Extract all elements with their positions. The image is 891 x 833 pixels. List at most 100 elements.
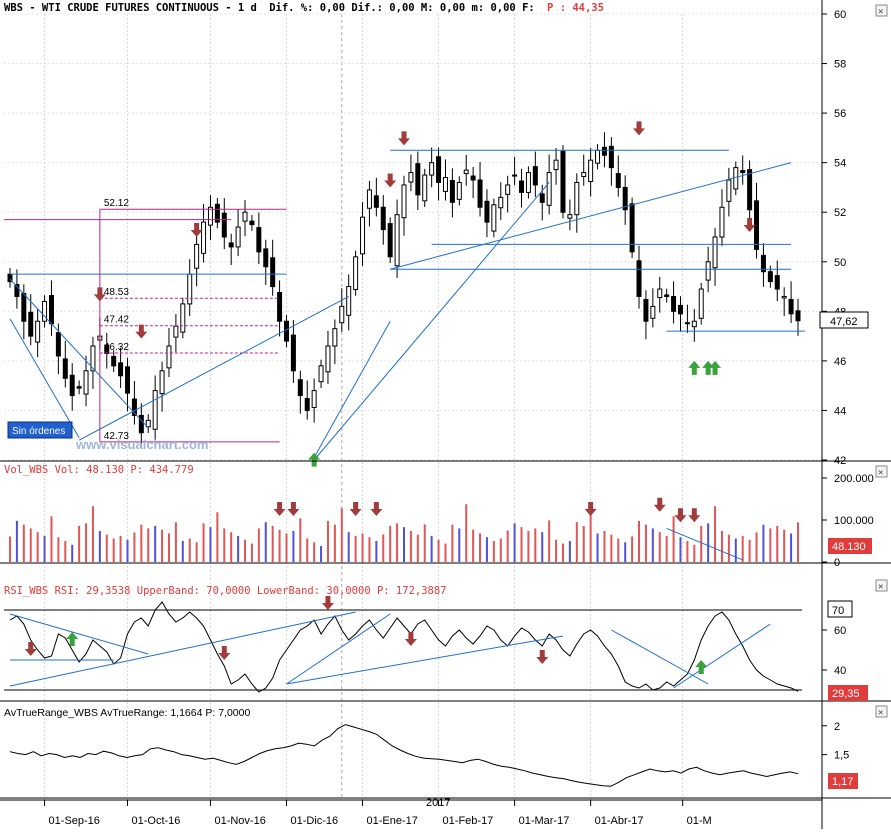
candle-body[interactable] bbox=[318, 365, 324, 383]
candle-body[interactable] bbox=[55, 332, 61, 357]
volume-bar[interactable] bbox=[271, 525, 274, 562]
volume-bar[interactable] bbox=[306, 538, 309, 562]
candle-body[interactable] bbox=[747, 169, 753, 211]
volume-bar[interactable] bbox=[299, 518, 302, 562]
candle-body[interactable] bbox=[657, 288, 663, 298]
candle-body[interactable] bbox=[415, 163, 421, 196]
candle-body[interactable] bbox=[48, 294, 54, 325]
volume-bar[interactable] bbox=[568, 541, 571, 562]
volume-bar[interactable] bbox=[368, 537, 371, 562]
volume-bar[interactable] bbox=[333, 524, 336, 562]
volume-bar[interactable] bbox=[727, 534, 730, 562]
volume-bar[interactable] bbox=[147, 528, 150, 562]
volume-bar[interactable] bbox=[320, 546, 323, 562]
volume-bar[interactable] bbox=[140, 524, 143, 562]
volume-bar[interactable] bbox=[797, 522, 799, 562]
volume-bar[interactable] bbox=[783, 529, 786, 562]
candle-body[interactable] bbox=[491, 204, 497, 232]
candle-body[interactable] bbox=[719, 206, 725, 238]
candle-body[interactable] bbox=[760, 254, 766, 273]
candle-body[interactable] bbox=[360, 216, 366, 255]
candle-body[interactable] bbox=[781, 295, 787, 299]
candle-body[interactable] bbox=[401, 184, 407, 219]
volume-bar[interactable] bbox=[181, 541, 184, 562]
candle-body[interactable] bbox=[353, 256, 359, 291]
volume-bar[interactable] bbox=[513, 523, 516, 562]
volume-bar[interactable] bbox=[223, 528, 226, 562]
volume-bar[interactable] bbox=[154, 525, 157, 562]
volume-bar[interactable] bbox=[237, 535, 240, 562]
candle-body[interactable] bbox=[125, 366, 131, 394]
candle-body[interactable] bbox=[35, 320, 41, 343]
volume-bar[interactable] bbox=[582, 525, 585, 562]
candle-body[interactable] bbox=[684, 322, 690, 325]
volume-bar[interactable] bbox=[651, 528, 654, 562]
candle-body[interactable] bbox=[442, 177, 448, 192]
candle-body[interactable] bbox=[290, 334, 296, 372]
pane-close-button[interactable] bbox=[875, 705, 888, 718]
volume-bar[interactable] bbox=[126, 539, 129, 562]
candle-body[interactable] bbox=[498, 196, 504, 209]
falling-channel-lower[interactable] bbox=[9, 318, 80, 438]
candle-body[interactable] bbox=[608, 145, 614, 169]
volume-bar[interactable] bbox=[78, 525, 81, 562]
volume-bar[interactable] bbox=[361, 533, 364, 562]
rsi-trendline[interactable] bbox=[286, 635, 564, 685]
volume-bar[interactable] bbox=[36, 532, 39, 562]
volume-bar[interactable] bbox=[769, 528, 772, 562]
candle-body[interactable] bbox=[145, 419, 151, 428]
candle-body[interactable] bbox=[21, 292, 27, 322]
rsi-trendline[interactable] bbox=[9, 611, 356, 687]
candle-body[interactable] bbox=[373, 195, 379, 208]
pane-close-button[interactable] bbox=[875, 465, 888, 478]
atr-pane[interactable] bbox=[9, 724, 799, 787]
volume-bar[interactable] bbox=[561, 543, 564, 562]
volume-bar[interactable] bbox=[85, 523, 88, 562]
close-icon[interactable]: ✕ bbox=[878, 708, 883, 718]
candle-body[interactable] bbox=[76, 386, 82, 389]
candle-body[interactable] bbox=[194, 243, 200, 269]
candle-body[interactable] bbox=[394, 214, 400, 267]
candle-body[interactable] bbox=[767, 271, 773, 283]
volume-pane[interactable] bbox=[9, 497, 799, 562]
candle-body[interactable] bbox=[525, 172, 531, 193]
candle-body[interactable] bbox=[311, 390, 317, 408]
volume-bar[interactable] bbox=[43, 535, 46, 562]
volume-bar[interactable] bbox=[741, 535, 744, 562]
volume-bar[interactable] bbox=[161, 529, 164, 562]
volume-bar[interactable] bbox=[285, 533, 288, 562]
candle-body[interactable] bbox=[339, 305, 345, 324]
volume-bar[interactable] bbox=[555, 539, 558, 562]
rsi-trendline[interactable] bbox=[286, 613, 391, 685]
candle-body[interactable] bbox=[705, 261, 711, 281]
candle-body[interactable] bbox=[546, 172, 552, 206]
candle-body[interactable] bbox=[42, 300, 48, 322]
candle-body[interactable] bbox=[277, 292, 283, 322]
volume-bar[interactable] bbox=[603, 530, 606, 562]
volume-bar[interactable] bbox=[71, 544, 74, 562]
volume-bar[interactable] bbox=[707, 523, 710, 562]
candle-body[interactable] bbox=[622, 186, 628, 211]
volume-bar[interactable] bbox=[119, 535, 122, 562]
volume-bar[interactable] bbox=[465, 504, 468, 562]
volume-bar[interactable] bbox=[382, 534, 385, 562]
candle-body[interactable] bbox=[270, 257, 276, 288]
rising-trendline-left[interactable] bbox=[78, 296, 349, 441]
volume-bar[interactable] bbox=[638, 520, 641, 562]
candle-body[interactable] bbox=[242, 211, 248, 222]
volume-bar[interactable] bbox=[527, 530, 530, 562]
candle-body[interactable] bbox=[346, 286, 352, 316]
candle-body[interactable] bbox=[283, 320, 289, 342]
candle-body[interactable] bbox=[567, 214, 573, 219]
candle-body[interactable] bbox=[463, 169, 469, 175]
candle-body[interactable] bbox=[325, 345, 331, 373]
volume-bar[interactable] bbox=[748, 539, 751, 562]
candle-body[interactable] bbox=[422, 174, 428, 202]
candle-body[interactable] bbox=[304, 398, 310, 411]
volume-bar[interactable] bbox=[458, 528, 461, 562]
volume-bar[interactable] bbox=[548, 520, 551, 562]
candle-body[interactable] bbox=[581, 172, 587, 178]
candle-body[interactable] bbox=[712, 236, 718, 269]
candle-body[interactable] bbox=[595, 149, 601, 164]
volume-bar[interactable] bbox=[506, 530, 509, 562]
